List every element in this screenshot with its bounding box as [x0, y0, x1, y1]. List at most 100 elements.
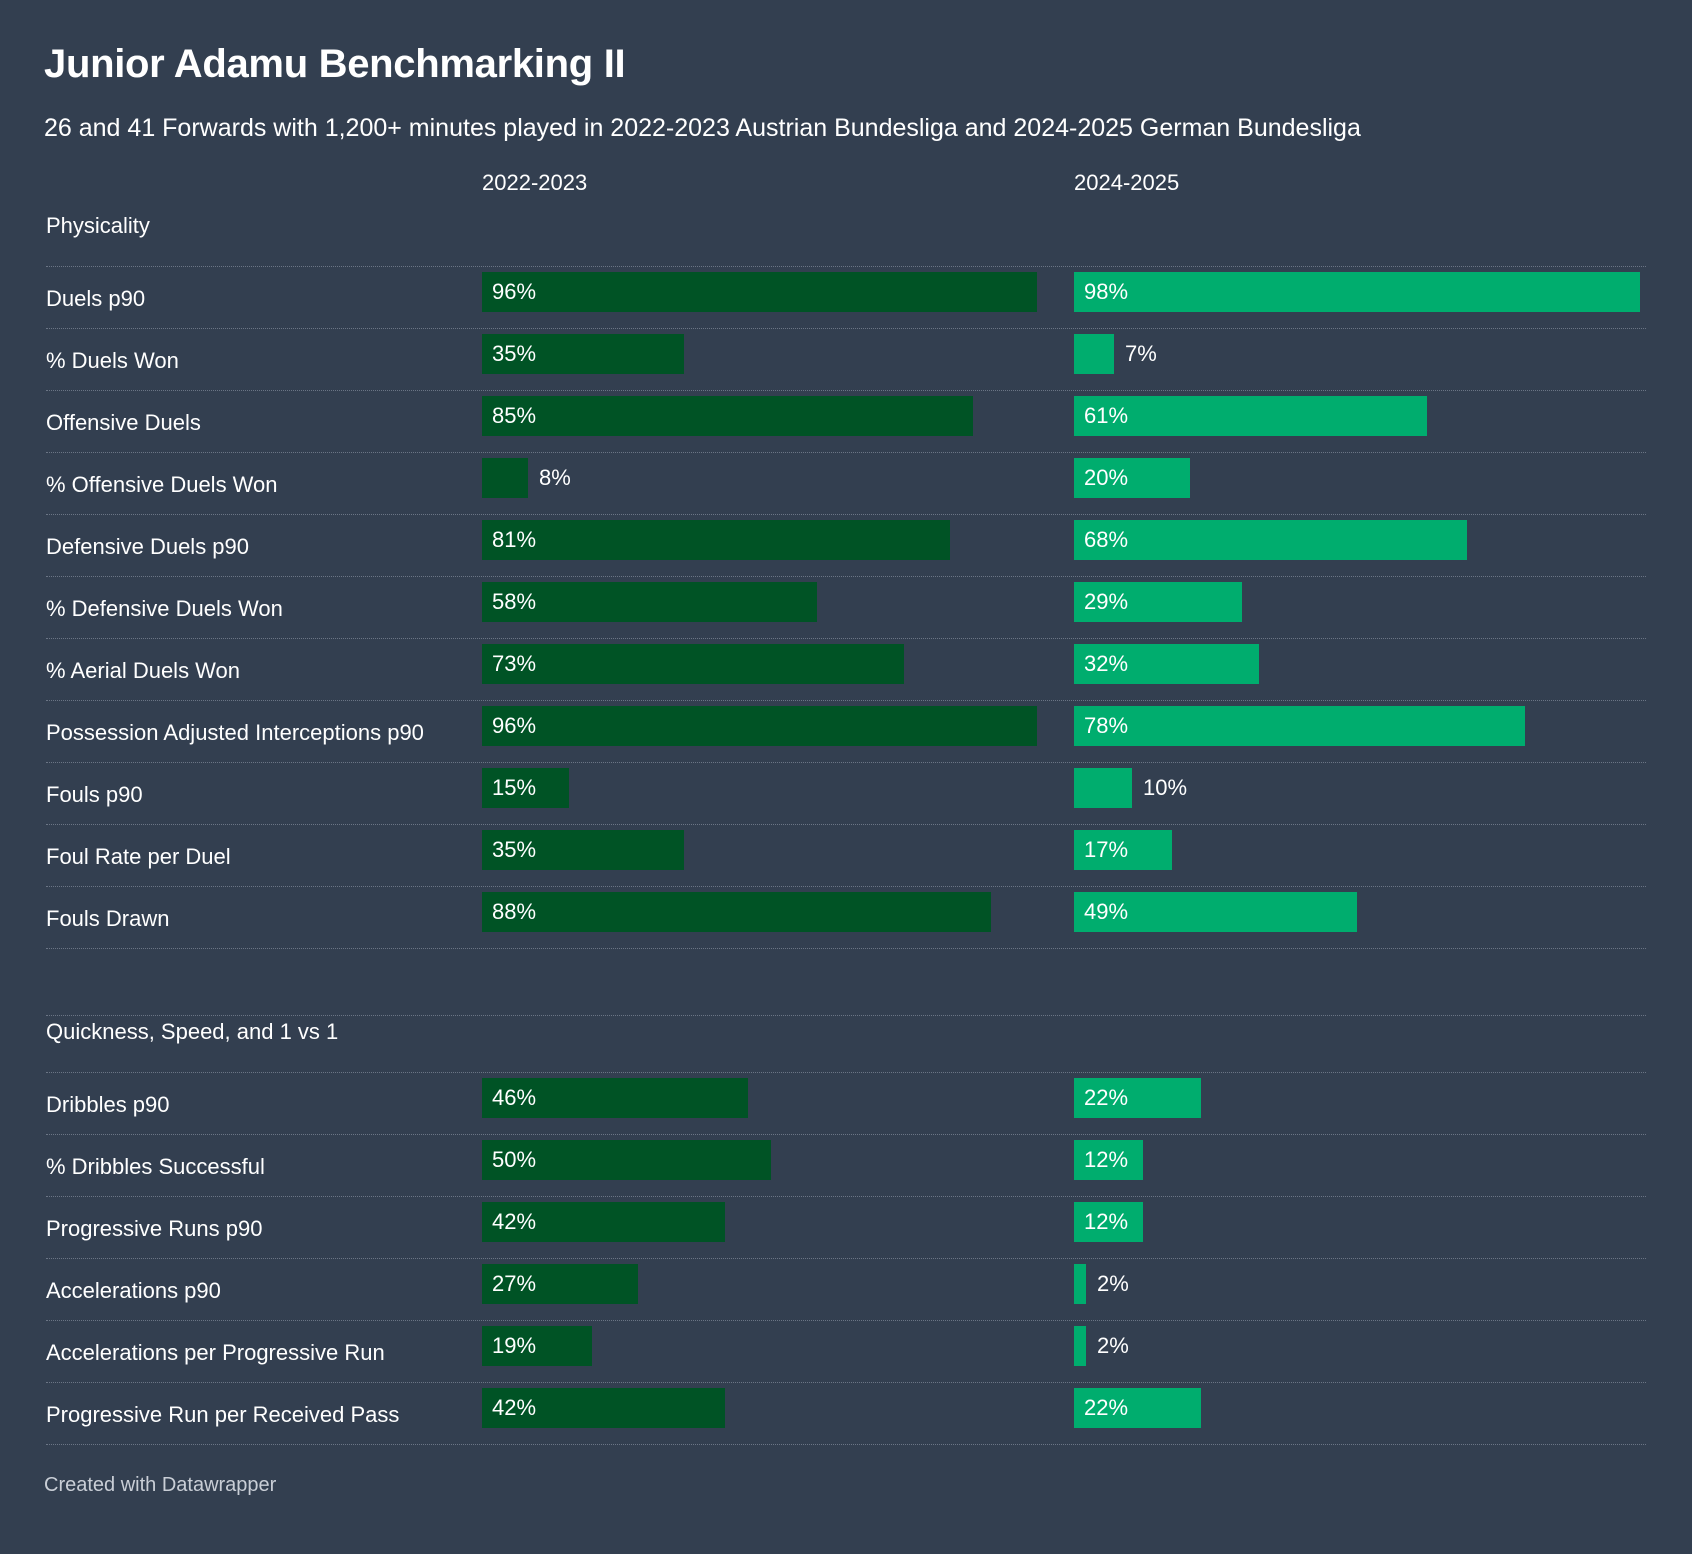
bar-2024-2025 [1074, 582, 1242, 622]
bar-2024-2025 [1074, 1140, 1143, 1180]
chart-title: Junior Adamu Benchmarking II [44, 42, 626, 86]
bar-2022-2023 [482, 582, 817, 622]
bar-value-label: 35% [492, 837, 537, 862]
bar-value-label: 46% [492, 1085, 537, 1110]
column-header-2022-2023: 2022-2023 [482, 170, 588, 195]
row-separator [46, 700, 1646, 701]
bar-2022-2023 [482, 1388, 725, 1428]
row-label: Accelerations p90 [46, 1278, 221, 1303]
bar-2024-2025 [1074, 644, 1259, 684]
row-label: Progressive Runs p90 [46, 1216, 263, 1241]
bar-2022-2023 [482, 892, 991, 932]
bar-2024-2025 [1074, 1264, 1086, 1304]
bar-value-label: 68% [1084, 527, 1129, 552]
row-separator [46, 762, 1646, 763]
row-separator [46, 638, 1646, 639]
bar-value-label: 15% [492, 775, 537, 800]
bar-value-label: 49% [1084, 899, 1129, 924]
bar-value-label: 20% [1084, 465, 1129, 490]
chart-subtitle: 26 and 41 Forwards with 1,200+ minutes p… [44, 114, 1361, 142]
row-separator [46, 948, 1646, 949]
bar-value-label: 58% [492, 589, 537, 614]
bar-2024-2025 [1074, 334, 1114, 374]
column-header-2024-2025: 2024-2025 [1074, 170, 1180, 195]
row-label: Fouls p90 [46, 782, 143, 807]
bar-value-label: 42% [492, 1395, 537, 1420]
row-label: % Aerial Duels Won [46, 658, 241, 683]
bar-2022-2023 [482, 644, 904, 684]
row-label: % Defensive Duels Won [46, 596, 283, 621]
bar-2024-2025 [1074, 768, 1132, 808]
row-separator [46, 328, 1646, 329]
bar-2022-2023 [482, 768, 569, 808]
row-separator [46, 514, 1646, 515]
bar-value-label: 2% [1097, 1271, 1129, 1296]
row-label: Possession Adjusted Interceptions p90 [46, 720, 424, 745]
bar-2024-2025 [1074, 1202, 1143, 1242]
row-separator [46, 1196, 1646, 1197]
bar-value-label: 7% [1125, 341, 1157, 366]
bar-value-label: 96% [492, 713, 537, 738]
bar-value-label: 12% [1084, 1147, 1129, 1172]
row-separator [46, 886, 1646, 887]
row-label: Accelerations per Progressive Run [46, 1340, 385, 1365]
bar-value-label: 98% [1084, 279, 1129, 304]
bar-value-label: 12% [1084, 1209, 1129, 1234]
row-separator [46, 390, 1646, 391]
bar-2022-2023 [482, 1078, 748, 1118]
bar-2024-2025 [1074, 520, 1467, 560]
row-label: Offensive Duels [46, 410, 201, 435]
bar-value-label: 8% [539, 465, 571, 490]
row-label: % Duels Won [46, 348, 179, 373]
row-label: Defensive Duels p90 [46, 534, 250, 559]
footer-credit: Created with Datawrapper [44, 1474, 277, 1496]
bar-value-label: 50% [492, 1147, 537, 1172]
row-separator [46, 1072, 1646, 1073]
bar-value-label: 81% [492, 527, 537, 552]
row-separator [46, 1444, 1646, 1445]
bar-2024-2025 [1074, 830, 1172, 870]
bar-value-label: 42% [492, 1209, 537, 1234]
bar-value-label: 22% [1084, 1085, 1129, 1110]
bar-value-label: 88% [492, 899, 537, 924]
bar-2022-2023 [482, 396, 973, 436]
row-label: % Dribbles Successful [46, 1154, 265, 1179]
section-label: Physicality [46, 213, 150, 238]
row-separator [46, 452, 1646, 453]
section-label: Quickness, Speed, and 1 vs 1 [46, 1019, 339, 1044]
bar-2022-2023 [482, 458, 528, 498]
bar-value-label: 19% [492, 1333, 537, 1358]
bar-2022-2023 [482, 1202, 725, 1242]
bar-value-label: 73% [492, 651, 537, 676]
bar-value-label: 32% [1084, 651, 1129, 676]
bar-2022-2023 [482, 1264, 638, 1304]
row-label: Dribbles p90 [46, 1092, 170, 1117]
bar-value-label: 29% [1084, 589, 1129, 614]
row-label: Duels p90 [46, 286, 146, 311]
row-separator [46, 1382, 1646, 1383]
bar-2022-2023 [482, 272, 1037, 312]
bar-value-label: 2% [1097, 1333, 1129, 1358]
bar-2022-2023 [482, 830, 684, 870]
bar-2024-2025 [1074, 892, 1357, 932]
row-label: % Offensive Duels Won [46, 472, 278, 497]
bar-value-label: 85% [492, 403, 537, 428]
bar-value-label: 35% [492, 341, 537, 366]
bar-2022-2023 [482, 334, 684, 374]
bar-2024-2025 [1074, 272, 1640, 312]
bar-2024-2025 [1074, 1326, 1086, 1366]
section-separator [46, 1015, 1646, 1016]
row-label: Progressive Run per Received Pass [46, 1402, 400, 1427]
bar-value-label: 22% [1084, 1395, 1129, 1420]
bar-value-label: 78% [1084, 713, 1129, 738]
bar-2022-2023 [482, 706, 1037, 746]
row-separator [46, 1134, 1646, 1135]
bar-2022-2023 [482, 1140, 771, 1180]
bar-2024-2025 [1074, 1388, 1201, 1428]
bar-value-label: 96% [492, 279, 537, 304]
bar-2022-2023 [482, 1326, 592, 1366]
row-label: Foul Rate per Duel [46, 844, 231, 869]
row-separator [46, 266, 1646, 267]
row-separator [46, 1320, 1646, 1321]
